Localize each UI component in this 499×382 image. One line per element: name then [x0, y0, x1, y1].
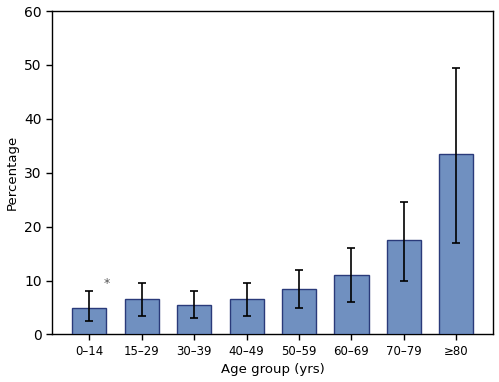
- Bar: [439, 154, 474, 335]
- Bar: [72, 308, 106, 335]
- Y-axis label: Percentage: Percentage: [5, 135, 18, 210]
- Bar: [125, 299, 159, 335]
- Bar: [334, 275, 368, 335]
- Bar: [282, 289, 316, 335]
- X-axis label: Age group (yrs): Age group (yrs): [221, 363, 325, 376]
- Text: *: *: [104, 277, 110, 290]
- Bar: [177, 305, 211, 335]
- Bar: [387, 240, 421, 335]
- Bar: [230, 299, 263, 335]
